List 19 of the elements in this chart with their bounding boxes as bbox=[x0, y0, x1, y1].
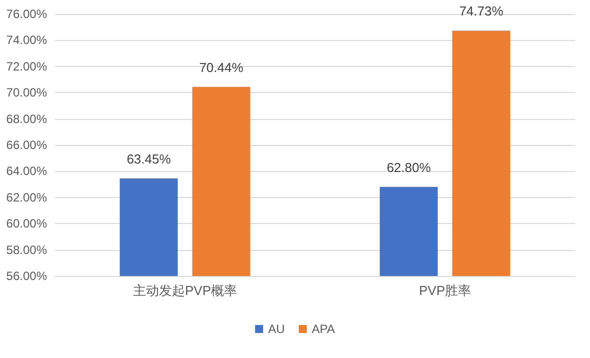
y-tick-label: 58.00% bbox=[6, 242, 48, 257]
legend-label: APA bbox=[312, 322, 335, 336]
y-tick-label: 64.00% bbox=[6, 164, 48, 178]
data-label: 74.73% bbox=[459, 4, 504, 19]
data-label: 63.45% bbox=[126, 151, 172, 166]
y-tick-label: 62.00% bbox=[6, 190, 48, 204]
data-label: 62.80% bbox=[386, 160, 432, 175]
y-tick-label: 70.00% bbox=[6, 86, 48, 100]
y-tick-label: 56.00% bbox=[6, 269, 48, 283]
x-tick-label: PVP胜率 bbox=[418, 283, 472, 298]
y-tick-label: 74.00% bbox=[6, 33, 48, 48]
data-label: 70.44% bbox=[199, 60, 244, 75]
y-tick-label: 68.00% bbox=[6, 112, 48, 126]
x-tick-label: 主动发起PVP概率 bbox=[132, 283, 238, 298]
y-tick-label: 72.00% bbox=[6, 59, 48, 74]
y-tick-label: 60.00% bbox=[6, 216, 48, 231]
y-tick-label: 66.00% bbox=[6, 138, 48, 152]
legend-label: AU bbox=[268, 322, 285, 336]
y-tick-label: 76.00% bbox=[6, 7, 48, 21]
